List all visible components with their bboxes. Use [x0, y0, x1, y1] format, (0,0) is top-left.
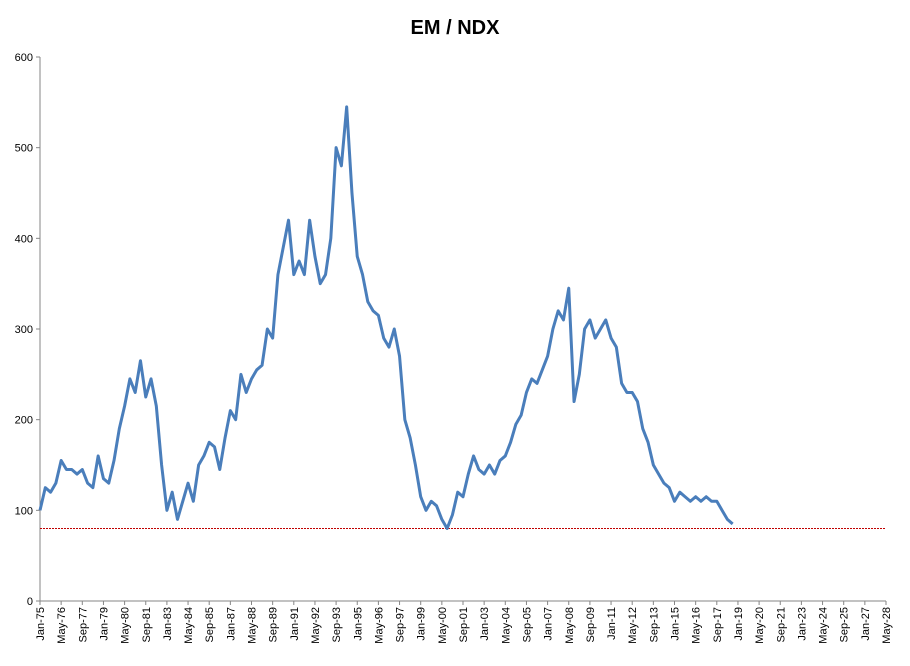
x-tick-label: Jan-07	[543, 607, 555, 641]
x-tick-label: Jan-19	[733, 607, 745, 641]
x-tick-label: Jan-11	[606, 607, 618, 640]
x-tick-label: Jan-23	[796, 607, 808, 641]
x-tick-label: May-92	[310, 607, 322, 644]
x-tick-label: Jan-15	[670, 607, 682, 641]
x-tick-label: May-20	[754, 607, 766, 644]
x-tick-label: Sep-09	[585, 607, 597, 642]
x-tick-label: Jan-99	[416, 607, 428, 641]
x-tick-label: Sep-01	[458, 607, 470, 642]
x-tick-label: Sep-25	[839, 607, 851, 642]
x-tick-label: May-96	[373, 607, 385, 644]
x-tick-label: Sep-05	[521, 607, 533, 642]
x-tick-label: Jan-03	[479, 607, 491, 641]
y-tick-label: 500	[15, 143, 33, 155]
x-tick-label: Sep-97	[395, 607, 407, 642]
y-tick-label: 200	[15, 415, 33, 427]
x-tick-label: May-88	[247, 607, 259, 644]
x-tick-label: May-08	[564, 607, 576, 644]
x-tick-label: May-16	[691, 607, 703, 644]
x-tick-label: Sep-89	[268, 607, 280, 642]
x-tick-label: Sep-85	[204, 607, 216, 642]
y-tick-label: 400	[15, 233, 33, 245]
x-tick-label: Sep-77	[77, 607, 89, 642]
y-tick-label: 100	[15, 505, 33, 517]
chart-title: EM / NDX	[411, 17, 501, 39]
x-tick-label: May-80	[120, 607, 132, 644]
x-tick-label: Sep-21	[775, 607, 787, 642]
x-tick-label: Jan-91	[289, 607, 301, 641]
x-tick-label: Sep-81	[141, 607, 153, 642]
x-tick-label: Jan-75	[35, 607, 47, 641]
x-tick-label: May-76	[56, 607, 68, 644]
x-tick-label: May-28	[881, 607, 893, 644]
x-tick-label: Sep-17	[712, 607, 724, 642]
y-tick-label: 600	[15, 52, 33, 64]
x-tick-label: Sep-13	[648, 607, 660, 642]
x-tick-label: Sep-93	[331, 607, 343, 642]
x-tick-label: Jan-95	[352, 607, 364, 641]
x-tick-label: Jan-83	[162, 607, 174, 641]
x-tick-label: Jan-87	[225, 607, 237, 641]
x-tick-label: May-24	[818, 607, 830, 644]
x-tick-label: May-00	[437, 607, 449, 644]
x-tick-label: Jan-79	[98, 607, 110, 641]
y-tick-label: 300	[15, 324, 33, 336]
x-tick-label: May-04	[500, 607, 512, 644]
x-tick-label: May-84	[183, 607, 195, 644]
x-tick-label: May-12	[627, 607, 639, 644]
y-tick-label: 0	[27, 596, 33, 608]
x-tick-label: Jan-27	[860, 607, 872, 641]
data-line	[38, 105, 734, 530]
